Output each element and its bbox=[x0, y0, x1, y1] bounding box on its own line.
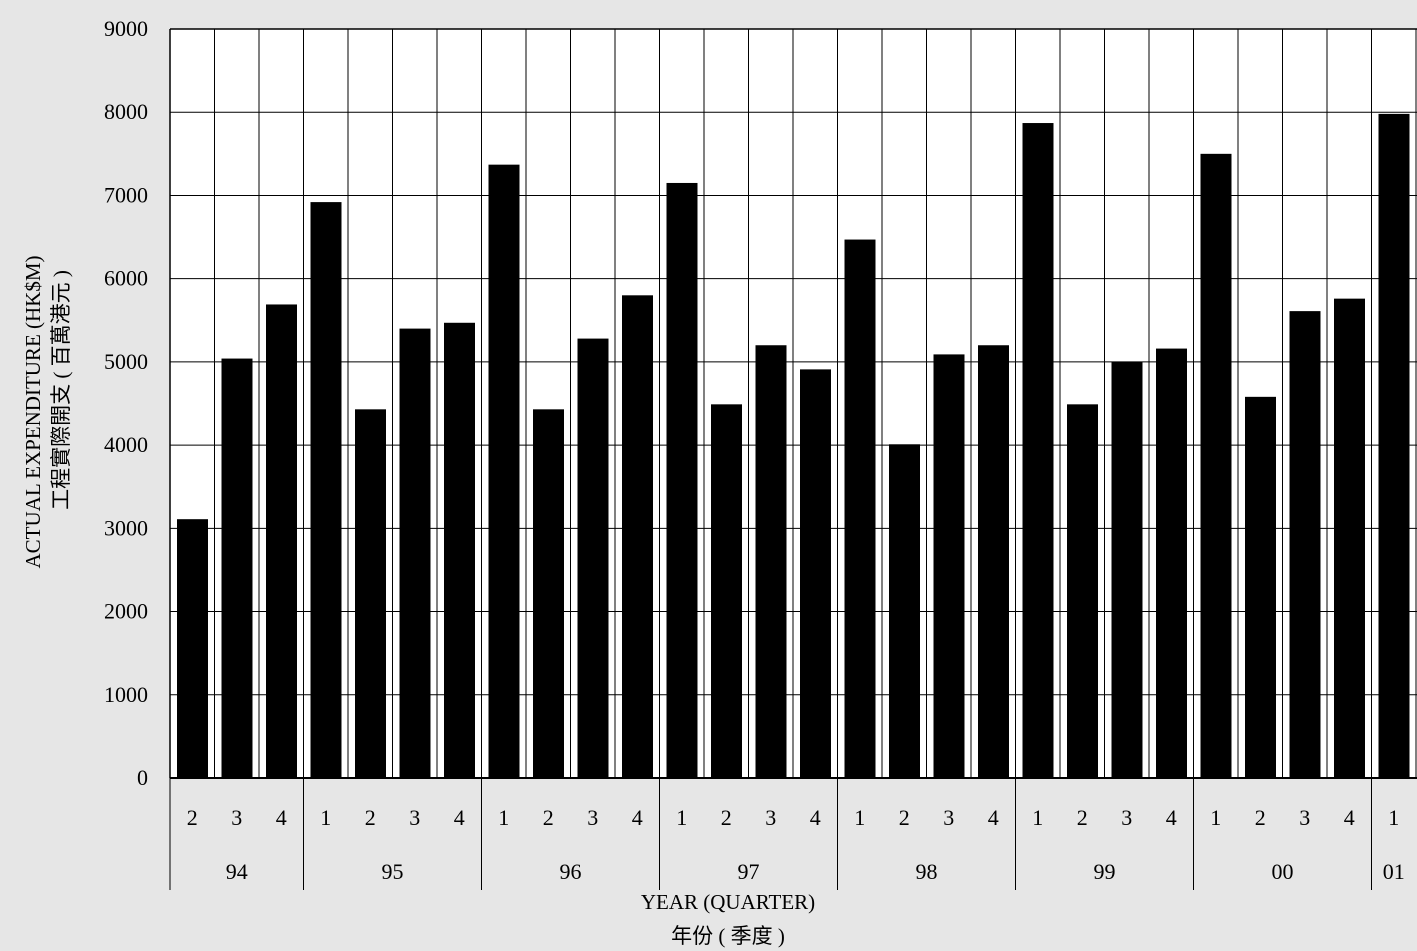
bar bbox=[1378, 113, 1410, 779]
y-tick-label: 6000 bbox=[104, 266, 148, 291]
quarter-label: 2 bbox=[187, 805, 198, 830]
quarter-label: 4 bbox=[1166, 805, 1177, 830]
bar bbox=[444, 322, 475, 778]
bar bbox=[1067, 404, 1098, 778]
bar bbox=[933, 354, 965, 778]
y-axis-label-zh: 工程實際開支 ( 百萬港元 ) bbox=[49, 270, 73, 510]
quarter-label: 1 bbox=[1210, 805, 1221, 830]
bar bbox=[1111, 361, 1143, 778]
y-tick-label: 7000 bbox=[104, 182, 148, 207]
bar bbox=[399, 328, 431, 778]
year-label: 96 bbox=[560, 859, 582, 884]
x-axis-label-zh: 年份 ( 季度 ) bbox=[671, 924, 785, 948]
quarter-label: 2 bbox=[1255, 805, 1266, 830]
quarter-label: 3 bbox=[765, 805, 776, 830]
y-tick-label: 2000 bbox=[104, 599, 148, 624]
quarter-label: 2 bbox=[543, 805, 554, 830]
year-label: 97 bbox=[738, 859, 760, 884]
bar bbox=[711, 404, 742, 778]
quarter-labels: 2 3 4 1 2 3 4 1 2 3 4 1 2 3 4 1 2 3 4 1 2 3 4 1 2 3 4 1 bbox=[187, 805, 1400, 830]
bar bbox=[1245, 396, 1276, 778]
y-tick-label: 3000 bbox=[104, 515, 148, 540]
year-labels: 94 95 96 97 98 99 00 01 bbox=[169, 778, 1405, 890]
bar bbox=[666, 182, 698, 778]
axes bbox=[169, 28, 1417, 779]
bar bbox=[755, 345, 787, 778]
y-tick-label: 0 bbox=[137, 765, 148, 790]
quarter-label: 3 bbox=[409, 805, 420, 830]
bar bbox=[355, 409, 386, 778]
y-tick-label: 4000 bbox=[104, 432, 148, 457]
quarter-label: 1 bbox=[498, 805, 509, 830]
year-label: 01 bbox=[1383, 859, 1405, 884]
bars bbox=[177, 113, 1410, 779]
year-label: 98 bbox=[916, 859, 938, 884]
quarter-label: 1 bbox=[1032, 805, 1043, 830]
bar bbox=[221, 358, 253, 778]
bar bbox=[844, 239, 876, 778]
bar bbox=[577, 338, 609, 778]
y-tick-label: 5000 bbox=[104, 349, 148, 374]
y-tick-label: 1000 bbox=[104, 682, 148, 707]
bar bbox=[1334, 298, 1365, 778]
bar bbox=[1200, 153, 1232, 779]
year-label: 94 bbox=[226, 859, 248, 884]
quarter-label: 2 bbox=[1077, 805, 1088, 830]
bar bbox=[488, 164, 520, 778]
bar bbox=[1156, 348, 1187, 778]
bar bbox=[1022, 123, 1054, 778]
quarter-label: 2 bbox=[899, 805, 910, 830]
y-axis-label-en: ACTUAL EXPENDITURE (HK$M) bbox=[21, 255, 45, 568]
quarter-label: 1 bbox=[320, 805, 331, 830]
y-tick-label: 9000 bbox=[104, 16, 148, 41]
bar bbox=[1289, 311, 1321, 778]
bar bbox=[800, 369, 831, 778]
y-tick-label: 8000 bbox=[104, 99, 148, 124]
quarter-label: 4 bbox=[276, 805, 287, 830]
bar bbox=[177, 519, 208, 778]
quarter-label: 3 bbox=[587, 805, 598, 830]
bar bbox=[889, 444, 920, 778]
quarter-label: 1 bbox=[854, 805, 865, 830]
year-label: 99 bbox=[1094, 859, 1116, 884]
quarter-label: 4 bbox=[988, 805, 999, 830]
quarter-label: 3 bbox=[1121, 805, 1132, 830]
quarter-label: 1 bbox=[1388, 805, 1399, 830]
bar bbox=[533, 409, 564, 778]
quarter-label: 3 bbox=[943, 805, 954, 830]
bar bbox=[266, 304, 297, 778]
y-tick-labels: 0 1000 2000 3000 4000 5000 6000 7000 8000 9000 bbox=[104, 16, 148, 790]
quarter-label: 2 bbox=[365, 805, 376, 830]
bar bbox=[310, 202, 342, 778]
quarter-label: 4 bbox=[1344, 805, 1355, 830]
year-label: 00 bbox=[1272, 859, 1294, 884]
x-axis-label-en: YEAR (QUARTER) bbox=[641, 890, 815, 914]
quarter-label: 4 bbox=[454, 805, 465, 830]
quarter-label: 4 bbox=[632, 805, 643, 830]
quarter-label: 3 bbox=[1299, 805, 1310, 830]
quarter-label: 4 bbox=[810, 805, 821, 830]
quarter-label: 3 bbox=[231, 805, 242, 830]
bar bbox=[978, 345, 1009, 778]
quarter-label: 2 bbox=[721, 805, 732, 830]
quarter-label: 1 bbox=[676, 805, 687, 830]
vertical-gridlines bbox=[214, 29, 1417, 778]
bar bbox=[622, 295, 653, 778]
year-label: 95 bbox=[382, 859, 404, 884]
